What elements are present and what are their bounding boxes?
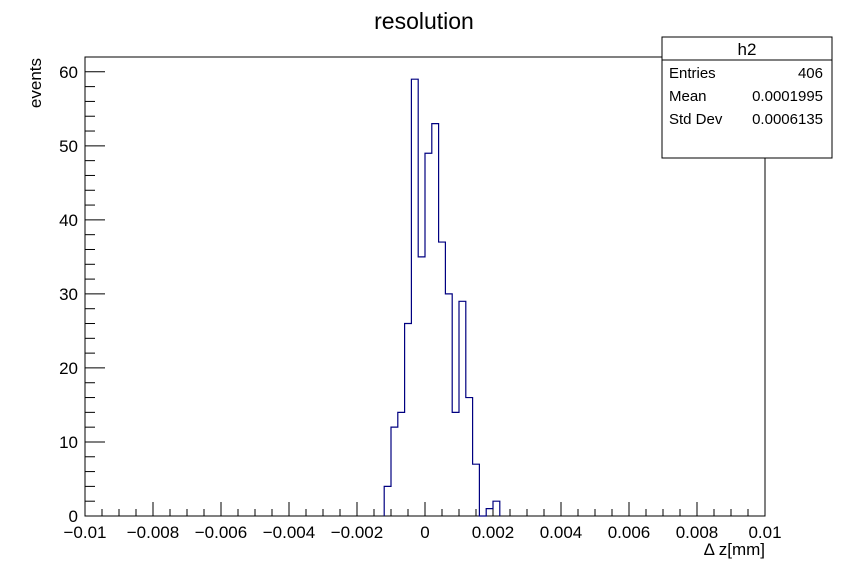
stats-box-title: h2 xyxy=(738,40,757,59)
x-tick-label: −0.01 xyxy=(63,523,106,542)
x-tick-label: 0.004 xyxy=(540,523,583,542)
histogram-bin xyxy=(493,501,500,516)
stats-box-frame xyxy=(661,36,833,159)
x-tick-label: 0 xyxy=(420,523,429,542)
x-axis-ticks xyxy=(84,502,766,516)
histogram-bin xyxy=(486,509,493,516)
x-tick-label: 0.008 xyxy=(676,523,719,542)
y-axis-ticks xyxy=(85,56,105,517)
histogram-bin xyxy=(418,257,425,516)
x-tick-label: −0.008 xyxy=(127,523,179,542)
histogram-bin xyxy=(445,294,452,516)
y-tick-label: 60 xyxy=(59,63,78,82)
y-tick-label: 10 xyxy=(59,433,78,452)
y-tick-label: 40 xyxy=(59,211,78,230)
histogram-bin xyxy=(466,398,473,516)
histogram-bin xyxy=(452,412,459,516)
stats-box: h2 Entries 406 Mean 0.0001995 Std Dev 0.… xyxy=(661,36,833,159)
y-tick-label: 50 xyxy=(59,137,78,156)
chart-title: resolution xyxy=(374,8,474,34)
y-tick-label: 20 xyxy=(59,359,78,378)
x-tick-label: 0.01 xyxy=(748,523,781,542)
histogram-bin xyxy=(398,412,405,516)
x-tick-label: −0.006 xyxy=(195,523,247,542)
y-axis-tick-labels: 0 10 20 30 40 50 60 xyxy=(59,63,78,526)
histogram-bin xyxy=(425,153,432,516)
histogram-bin xyxy=(384,486,391,516)
x-tick-label: −0.004 xyxy=(263,523,315,542)
stats-entries-value: 406 xyxy=(798,65,823,82)
stats-stddev-value: 0.0006135 xyxy=(752,111,823,128)
stats-entries-label: Entries xyxy=(669,65,716,82)
histogram-bin xyxy=(473,464,480,516)
y-tick-label: 0 xyxy=(69,507,78,526)
histogram-series-line xyxy=(383,78,501,517)
x-tick-label: 0.002 xyxy=(472,523,515,542)
histogram-bin xyxy=(439,242,446,516)
stats-stddev-label: Std Dev xyxy=(669,111,723,128)
histogram-bin xyxy=(391,427,398,516)
stats-mean-label: Mean xyxy=(669,88,707,105)
x-tick-label: 0.006 xyxy=(608,523,651,542)
y-axis-label: events xyxy=(26,58,45,108)
histogram-bin xyxy=(405,324,412,516)
histogram-bin xyxy=(459,301,466,516)
histogram-bin xyxy=(411,79,418,516)
x-axis-tick-labels: −0.01 −0.008 −0.006 −0.004 −0.002 0 0.002 0.004… xyxy=(63,523,781,542)
histogram-bin xyxy=(432,124,439,516)
x-tick-label: −0.002 xyxy=(331,523,383,542)
stats-mean-value: 0.0001995 xyxy=(752,88,823,105)
histogram-bins xyxy=(384,79,500,516)
x-axis-label: Δ z[mm] xyxy=(704,540,765,559)
y-tick-label: 30 xyxy=(59,285,78,304)
